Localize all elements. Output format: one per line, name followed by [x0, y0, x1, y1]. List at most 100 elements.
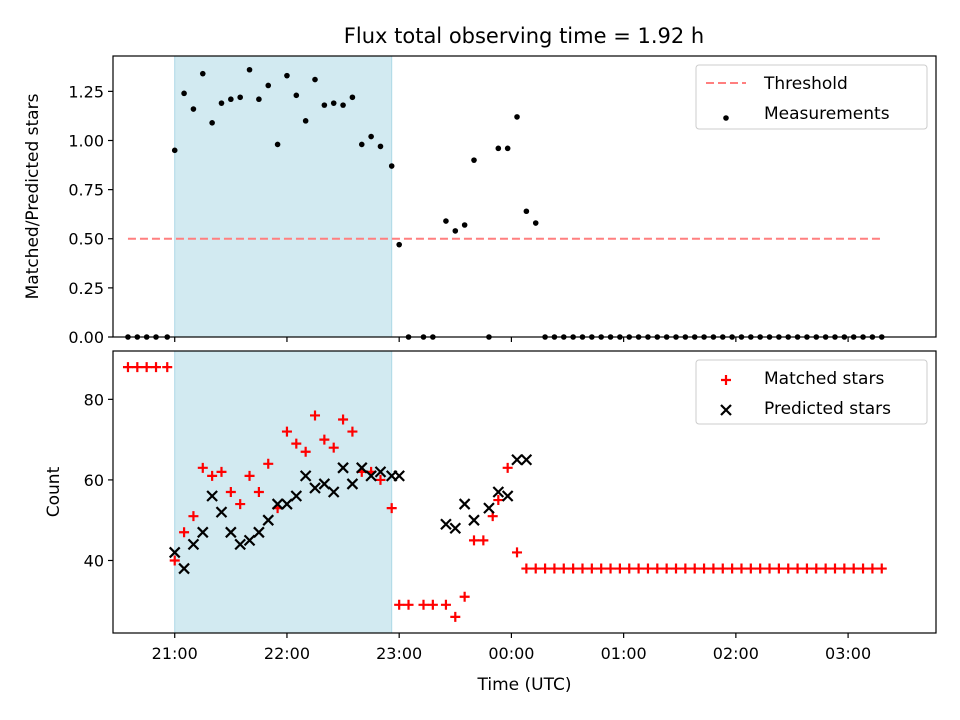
- matched-star-point: [386, 503, 397, 514]
- measurement-point: [199, 70, 206, 77]
- legend-label: Measurements: [764, 104, 890, 124]
- matched-star-point: [493, 495, 504, 506]
- measurement-point: [340, 102, 346, 108]
- matched-star-point: [596, 563, 607, 574]
- axes-frame: [112, 55, 937, 338]
- predicted-star-point: [206, 490, 218, 502]
- matched-star-point: [661, 563, 672, 574]
- legend-label: Threshold: [763, 74, 848, 94]
- predicted-star-point: [393, 470, 405, 482]
- x-tick-label: 22:00: [264, 644, 310, 663]
- matched-star-point: [867, 563, 878, 574]
- measurement-point: [377, 143, 384, 150]
- predicted-star-point: [374, 466, 387, 478]
- x-tick-label: 23:00: [376, 644, 422, 663]
- measurement-point: [396, 241, 402, 248]
- matched-star-point: [848, 563, 859, 574]
- matched-star-point: [440, 599, 451, 610]
- matched-star-point: [310, 410, 321, 421]
- matched-star-point: [858, 563, 869, 574]
- y-tick-label: 1.00: [68, 131, 104, 150]
- predicted-star-point: [197, 526, 209, 539]
- predicted-star-point: [178, 562, 190, 575]
- matched-star-point: [244, 470, 255, 481]
- predicted-star-point: [309, 482, 321, 494]
- matched-star-point: [568, 563, 579, 574]
- predicted-star-point: [458, 498, 471, 510]
- matched-star-point: [642, 563, 653, 574]
- y-tick-label: 0.75: [68, 181, 104, 200]
- legend-label: Predicted stars: [764, 399, 891, 419]
- matched-star-point: [502, 462, 513, 473]
- matched-star-point: [755, 563, 766, 574]
- matched-star-point: [468, 535, 479, 546]
- matched-star-point: [783, 563, 794, 574]
- matched-star-point: [235, 499, 246, 510]
- matched-star-point: [540, 563, 551, 574]
- y-tick-label: 40: [84, 551, 104, 570]
- legend-label: Matched stars: [764, 369, 884, 389]
- predicted-star-point: [168, 546, 181, 559]
- predicted-star-point: [215, 506, 228, 518]
- predicted-star-point: [440, 518, 452, 531]
- measurement-point: [358, 141, 365, 148]
- matched-star-point: [736, 563, 747, 574]
- axes-frame: [112, 350, 937, 634]
- matched-star-point: [328, 442, 339, 453]
- predicted-star-point: [327, 486, 340, 498]
- matched-star-point: [403, 599, 414, 610]
- observing-window-band: [174, 55, 393, 338]
- legend: Matched stars Predicted stars: [695, 359, 928, 425]
- measurement-point: [181, 90, 187, 97]
- measurement-point: [312, 76, 318, 83]
- measurement-point: [228, 96, 234, 103]
- matched-star-point: [717, 563, 728, 574]
- matched-star-point: [162, 362, 173, 373]
- predicted-star-point: [511, 453, 523, 466]
- matched-star-point: [577, 563, 588, 574]
- measurement-point: [190, 106, 197, 112]
- matched-star-point: [671, 563, 682, 574]
- y-tick-label: 60: [84, 471, 104, 490]
- measurement-point: [349, 94, 356, 101]
- measurement-point: [452, 228, 459, 234]
- matched-star-point: [689, 563, 700, 574]
- x-tick-label: 01:00: [601, 644, 647, 663]
- matched-star-point: [207, 470, 218, 481]
- matched-star-point: [281, 426, 292, 437]
- measurement-point: [218, 100, 225, 106]
- x-tick-label: 03:00: [825, 644, 871, 663]
- matched-star-point: [811, 563, 822, 574]
- y-tick-label: 0.25: [68, 279, 104, 298]
- y-axis-label: Matched/Predicted stars: [23, 93, 43, 299]
- predicted-star-point: [468, 514, 480, 526]
- predicted-star-point: [492, 486, 505, 498]
- matched-star-point: [427, 599, 438, 610]
- measurement-point: [471, 157, 477, 163]
- measurement-point: [443, 218, 449, 224]
- measurement-point: [246, 66, 253, 73]
- matched-star-point: [418, 599, 429, 610]
- measurement-point: [171, 147, 178, 154]
- measurement-point: [209, 120, 215, 126]
- predicted-star-point: [225, 526, 237, 539]
- matched-star-point: [708, 563, 719, 574]
- predicted-star-point: [271, 498, 284, 510]
- legend-box: [695, 359, 928, 425]
- measurement-point: [504, 145, 511, 152]
- matched-star-point: [839, 563, 850, 574]
- matched-star-point: [530, 563, 541, 574]
- matched-star-point: [586, 563, 597, 574]
- matched-star-point: [876, 563, 887, 574]
- matched-star-point: [745, 563, 756, 574]
- matched-star-point: [169, 555, 180, 566]
- matched-star-point: [773, 563, 784, 574]
- matched-star-point: [478, 535, 489, 546]
- predicted-star-point: [234, 538, 246, 551]
- series-predicted-stars: [168, 453, 533, 575]
- x-tick-label: 00:00: [488, 644, 534, 663]
- predicted-star-point: [337, 462, 349, 474]
- top-panel: 0.00 0.25 0.50 0.75 1.00 1.25 Matched/Predicte…: [23, 55, 937, 347]
- y-tick-label: 0.50: [68, 230, 104, 249]
